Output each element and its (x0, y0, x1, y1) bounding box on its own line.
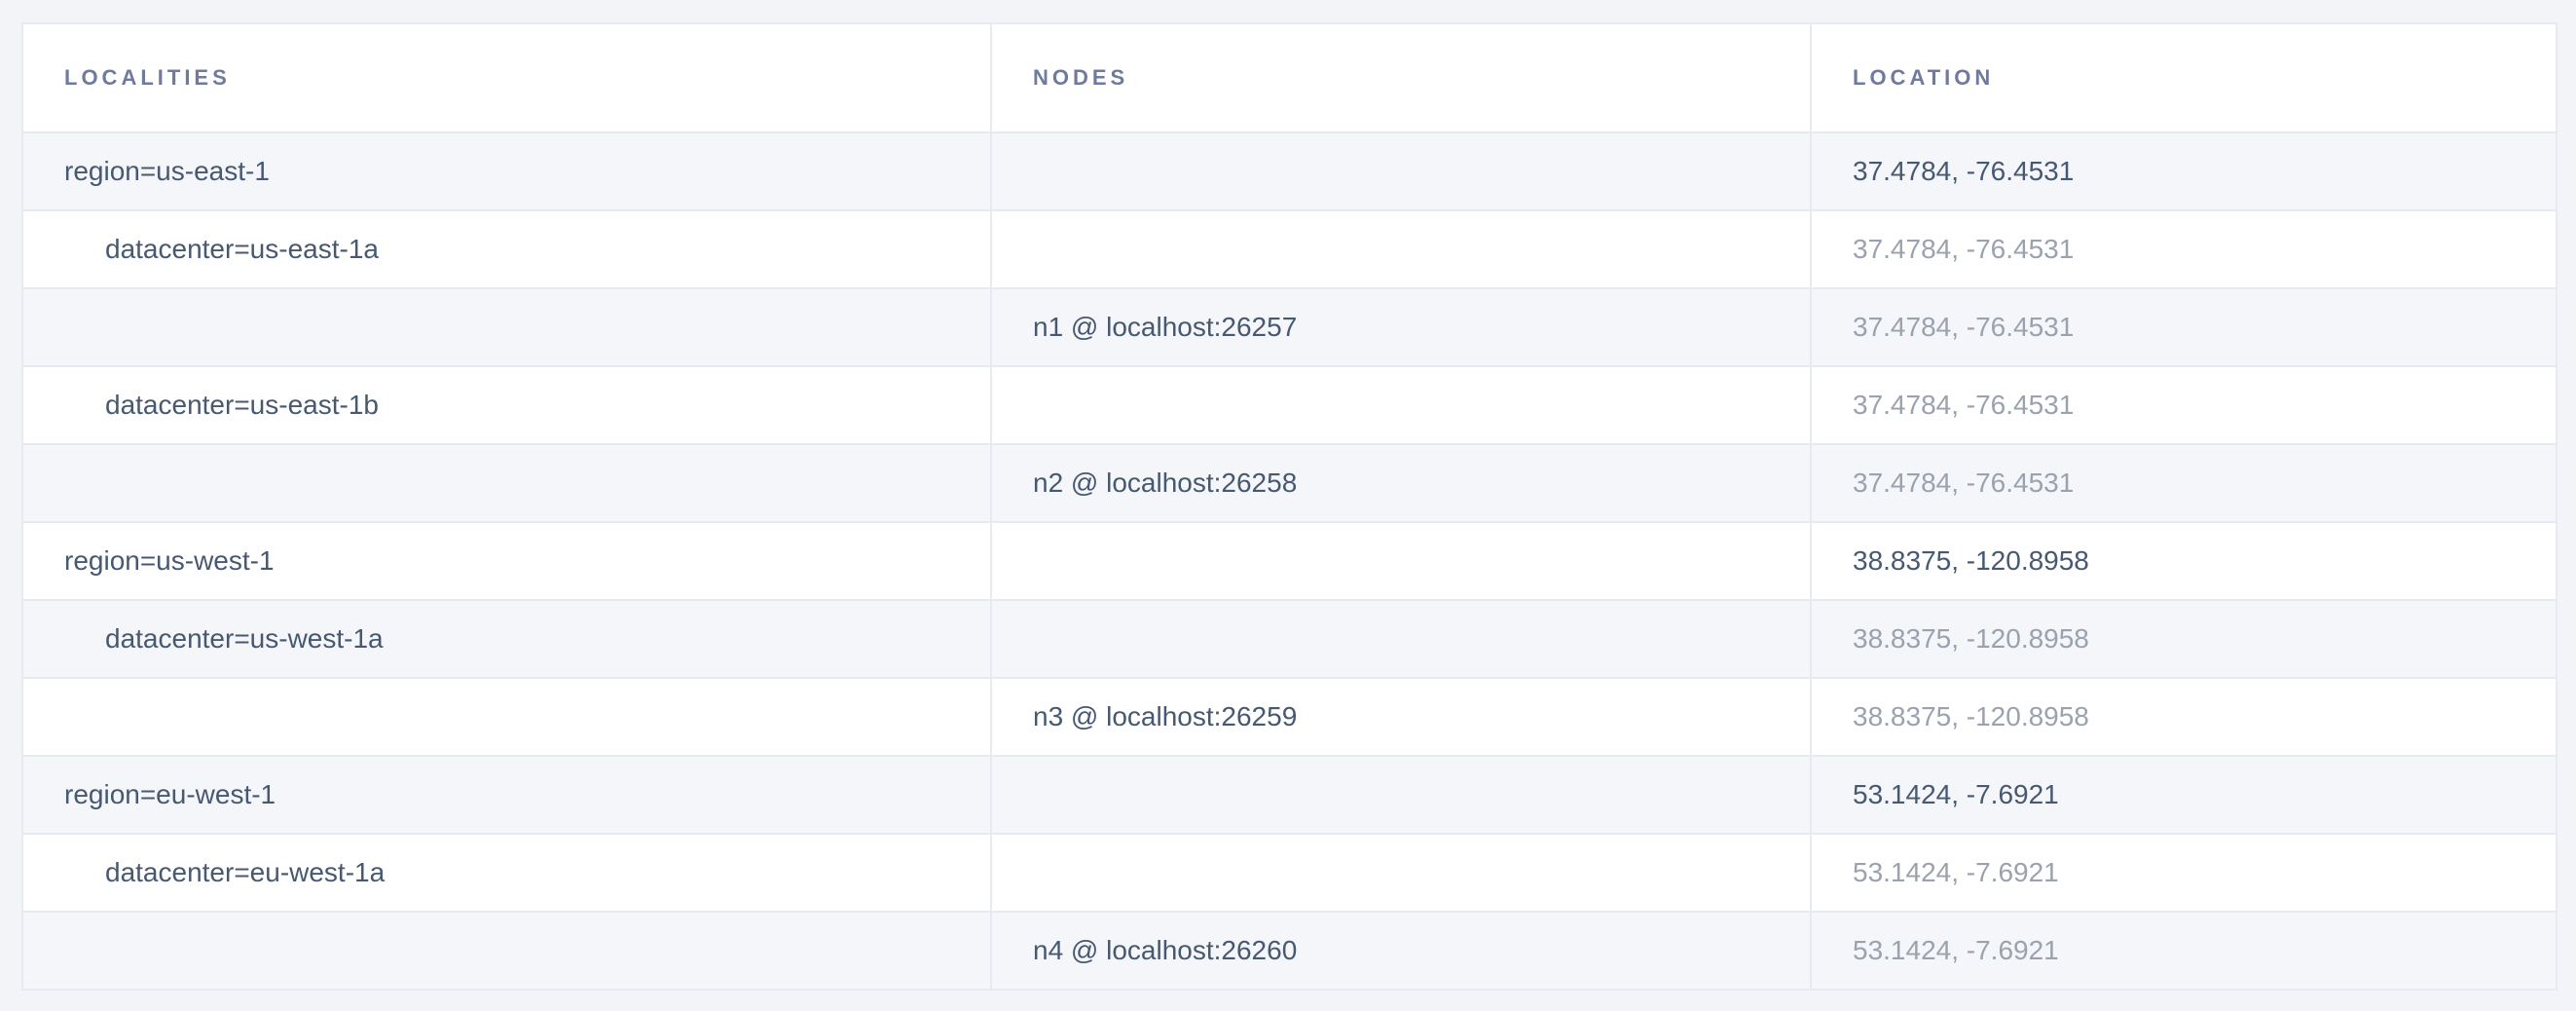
location-cell: 37.4784, -76.4531 (1810, 365, 2558, 445)
locality-cell (21, 677, 992, 757)
table-row: n4 @ localhost:26260 53.1424, -7.6921 (21, 911, 2558, 991)
node-cell: n1 @ localhost:26257 (990, 287, 1812, 367)
location-cell: 38.8375, -120.8958 (1810, 677, 2558, 757)
node-cell: n3 @ localhost:26259 (990, 677, 1812, 757)
table-row: datacenter=us-east-1a 37.4784, -76.4531 (21, 209, 2558, 289)
locality-cell: datacenter=us-east-1a (21, 209, 992, 289)
location-cell: 53.1424, -7.6921 (1810, 833, 2558, 913)
table-row: n1 @ localhost:26257 37.4784, -76.4531 (21, 287, 2558, 367)
locality-cell: datacenter=us-east-1b (21, 365, 992, 445)
column-header-localities: LOCALITIES (21, 22, 992, 133)
node-cell (990, 209, 1812, 289)
location-cell: 37.4784, -76.4531 (1810, 209, 2558, 289)
node-cell (990, 131, 1812, 211)
table-row: n3 @ localhost:26259 38.8375, -120.8958 (21, 677, 2558, 757)
table-row: datacenter=us-east-1b 37.4784, -76.4531 (21, 365, 2558, 445)
table-row: region=us-west-1 38.8375, -120.8958 (21, 521, 2558, 601)
node-cell (990, 521, 1812, 601)
locality-cell: region=us-west-1 (21, 521, 992, 601)
node-cell (990, 365, 1812, 445)
locality-cell: region=eu-west-1 (21, 755, 992, 835)
localities-table: LOCALITIES NODES LOCATION region=us-east… (21, 22, 2558, 991)
location-cell: 38.8375, -120.8958 (1810, 599, 2558, 679)
location-cell: 38.8375, -120.8958 (1810, 521, 2558, 601)
location-cell: 37.4784, -76.4531 (1810, 443, 2558, 523)
table-header: LOCALITIES NODES LOCATION (21, 22, 2558, 133)
table-row: datacenter=us-west-1a 38.8375, -120.8958 (21, 599, 2558, 679)
table-body: region=us-east-1 37.4784, -76.4531 datac… (21, 131, 2558, 991)
node-cell (990, 755, 1812, 835)
location-cell: 37.4784, -76.4531 (1810, 287, 2558, 367)
node-cell: n4 @ localhost:26260 (990, 911, 1812, 991)
table-row: n2 @ localhost:26258 37.4784, -76.4531 (21, 443, 2558, 523)
table-row: region=eu-west-1 53.1424, -7.6921 (21, 755, 2558, 835)
node-cell (990, 599, 1812, 679)
location-cell: 37.4784, -76.4531 (1810, 131, 2558, 211)
locality-cell: datacenter=eu-west-1a (21, 833, 992, 913)
table-row: region=us-east-1 37.4784, -76.4531 (21, 131, 2558, 211)
header-row: LOCALITIES NODES LOCATION (21, 22, 2558, 133)
localities-report: LOCALITIES NODES LOCATION region=us-east… (21, 22, 2558, 991)
location-cell: 53.1424, -7.6921 (1810, 911, 2558, 991)
locality-cell: datacenter=us-west-1a (21, 599, 992, 679)
column-header-nodes: NODES (990, 22, 1812, 133)
node-cell: n2 @ localhost:26258 (990, 443, 1812, 523)
node-cell (990, 833, 1812, 913)
column-header-location: LOCATION (1810, 22, 2558, 133)
location-cell: 53.1424, -7.6921 (1810, 755, 2558, 835)
table-row: datacenter=eu-west-1a 53.1424, -7.6921 (21, 833, 2558, 913)
locality-cell (21, 911, 992, 991)
locality-cell (21, 443, 992, 523)
locality-cell: region=us-east-1 (21, 131, 992, 211)
locality-cell (21, 287, 992, 367)
